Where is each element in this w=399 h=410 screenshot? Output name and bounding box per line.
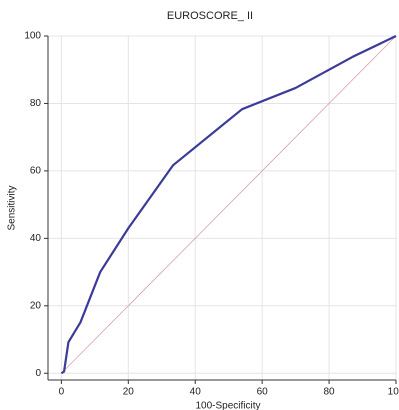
x-tick-label: 0 <box>59 387 65 398</box>
x-tick-label: 20 <box>123 387 135 398</box>
x-tick-label: 60 <box>257 387 269 398</box>
roc-curve <box>60 35 397 375</box>
reference-line <box>61 35 397 374</box>
x-tick-label: 80 <box>324 387 336 398</box>
y-tick-label: 80 <box>30 98 42 109</box>
x-tick-label: 40 <box>190 387 202 398</box>
y-tick-label: 60 <box>30 166 42 177</box>
x-tick-label: 100 <box>388 387 399 398</box>
y-tick-label: 0 <box>35 368 41 379</box>
x-axis-label: 100-Specificity <box>195 401 260 410</box>
chart-title: EUROSCORE_ II <box>167 10 253 22</box>
y-axis-label: Sensitivity <box>7 185 18 230</box>
y-tick-label: 20 <box>30 300 42 311</box>
y-tick-label: 40 <box>30 233 42 244</box>
y-tick-label: 100 <box>24 31 41 42</box>
